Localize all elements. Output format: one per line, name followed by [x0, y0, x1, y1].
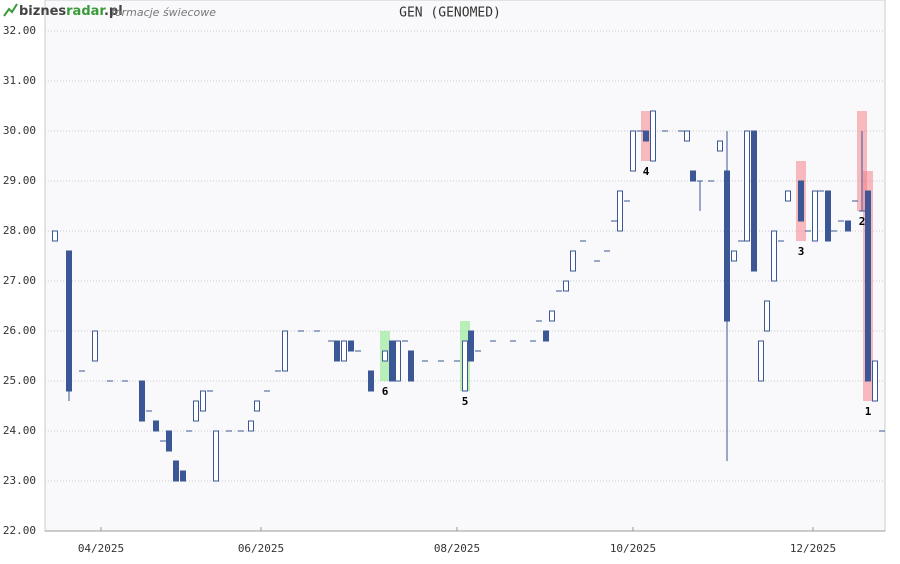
- candle-body: [213, 430, 219, 482]
- y-tick-label: 24.00: [3, 424, 36, 437]
- candle-body: [563, 280, 569, 292]
- candle-body: [744, 130, 750, 242]
- candle-body: [684, 130, 690, 142]
- y-tick-label: 22.00: [3, 524, 36, 537]
- pattern-label: 3: [798, 245, 805, 258]
- candle-body: [617, 190, 623, 232]
- candle-body: [408, 350, 414, 382]
- candle-body: [180, 470, 186, 482]
- candle-body: [845, 220, 851, 232]
- candle-body: [200, 390, 206, 412]
- chart-title: GEN (GENOMED): [399, 6, 501, 21]
- candle-body: [650, 110, 656, 162]
- candle-body: [254, 400, 260, 412]
- y-tick-label: 25.00: [3, 374, 36, 387]
- x-tick-label: 10/2025: [610, 542, 656, 555]
- pattern-label: 5: [462, 395, 469, 408]
- y-tick-label: 28.00: [3, 224, 36, 237]
- pattern-label: 1: [865, 405, 872, 418]
- candle-body: [630, 130, 636, 172]
- candle-body: [764, 300, 770, 332]
- candle-body: [395, 340, 401, 382]
- candle-body: [724, 170, 730, 322]
- candle-body: [173, 460, 179, 482]
- candle-body: [751, 130, 757, 272]
- candle-body: [865, 190, 871, 382]
- candle-body: [282, 330, 288, 372]
- candle-body: [543, 330, 549, 342]
- candle-body: [153, 420, 159, 432]
- candle-body: [382, 350, 388, 362]
- candle-body: [812, 190, 818, 242]
- subtitle: formacje świecowe: [111, 6, 216, 19]
- x-tick-label: 06/2025: [238, 542, 284, 555]
- candle-body: [193, 400, 199, 422]
- candle-body: [690, 170, 696, 182]
- candle-body: [549, 310, 555, 322]
- y-tick-label: 31.00: [3, 74, 36, 87]
- y-tick-label: 26.00: [3, 324, 36, 337]
- y-tick-label: 27.00: [3, 274, 36, 287]
- y-tick-label: 32.00: [3, 24, 36, 37]
- candle-body: [825, 190, 831, 242]
- x-tick-label: 08/2025: [434, 542, 480, 555]
- pattern-label: 4: [643, 165, 650, 178]
- candle-body: [731, 250, 737, 262]
- candle-body: [570, 250, 576, 272]
- candle-body: [92, 330, 98, 362]
- candle-body: [785, 190, 791, 202]
- logo: biznesradar.pl: [19, 4, 123, 19]
- candle-body: [348, 340, 354, 352]
- logo-icon: [3, 3, 18, 17]
- y-tick-label: 30.00: [3, 124, 36, 137]
- candle-body: [468, 330, 474, 362]
- plot-area: [44, 0, 886, 532]
- candle-body: [872, 360, 878, 402]
- pattern-label: 6: [382, 385, 389, 398]
- candle-body: [643, 130, 649, 142]
- candle-body: [389, 340, 395, 382]
- x-tick-label: 12/2025: [790, 542, 836, 555]
- x-tick-label: 04/2025: [78, 542, 124, 555]
- candle-body: [166, 430, 172, 452]
- candle-body: [248, 420, 254, 432]
- candle-body: [139, 380, 145, 422]
- candle-body: [798, 180, 804, 222]
- candle-body: [462, 340, 468, 392]
- candle-body: [771, 230, 777, 282]
- candle-body: [758, 340, 764, 382]
- y-tick-label: 29.00: [3, 174, 36, 187]
- pattern-label: 2: [859, 215, 866, 228]
- candle-body: [341, 340, 347, 362]
- y-tick-label: 23.00: [3, 474, 36, 487]
- candle-body: [66, 250, 72, 392]
- candle-body: [52, 230, 58, 242]
- candle-body: [368, 370, 374, 392]
- candle-body: [334, 340, 340, 362]
- candle-body: [717, 140, 723, 152]
